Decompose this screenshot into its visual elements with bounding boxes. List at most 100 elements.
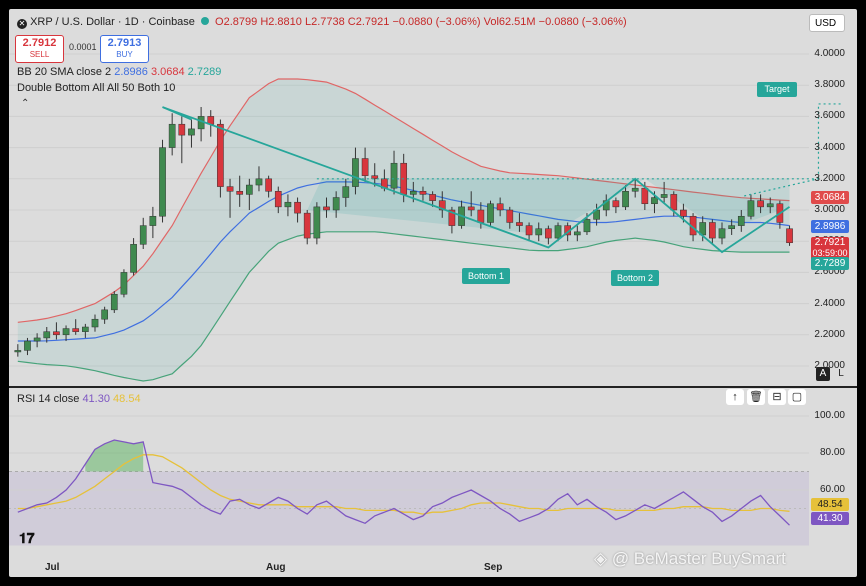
price-axis-label: 3.8000: [814, 79, 845, 91]
bb-legend[interactable]: BB 20 SMA close 2 2.8986 3.0684 2.7289: [17, 66, 221, 78]
rsi-line: [17, 439, 790, 526]
symbol-title[interactable]: XRP / U.S. Dollar · 1D · Coinbase: [30, 16, 195, 28]
rsi-axis-label: 100.00: [814, 410, 845, 421]
candle: [33, 333, 41, 348]
candle: [217, 119, 224, 198]
candle: [303, 210, 311, 245]
bb-upper-value: 3.0684: [150, 66, 185, 78]
price-axis-label: 2.4000: [814, 297, 845, 309]
candle: [72, 319, 80, 335]
candle-body: [467, 206, 475, 211]
candle: [294, 197, 301, 223]
pane-minimize-icon[interactable]: ⊟: [768, 389, 786, 405]
candle: [62, 325, 70, 342]
pattern-label: Double Bottom All All 50 Both 10: [17, 82, 176, 94]
rsi-label: RSI 14 close: [17, 393, 80, 405]
candle-body: [419, 191, 427, 195]
move-pane-up-icon[interactable]: ↑: [726, 389, 744, 405]
price-chart[interactable]: [9, 9, 857, 387]
candle-body: [496, 203, 504, 211]
bb-upper-line: [17, 78, 790, 323]
price-axis-label: 3.6000: [814, 110, 845, 122]
price-axis-label: 2.2000: [814, 328, 845, 340]
candle-body: [91, 318, 99, 328]
double-bottom-line: [162, 106, 791, 254]
candle-body: [438, 200, 446, 211]
candle-body: [110, 293, 118, 311]
candle-body: [120, 272, 128, 295]
candle-body: [545, 228, 552, 239]
bottom1-label[interactable]: Bottom 1: [462, 268, 510, 284]
symbol-icon: ✕: [17, 19, 27, 29]
candle: [342, 178, 350, 207]
candle: [361, 147, 369, 182]
candle-body: [390, 162, 398, 189]
candle-body: [62, 328, 70, 336]
log-scale-button[interactable]: L: [838, 368, 844, 379]
bb-lower-line: [17, 231, 790, 382]
candle-body: [680, 209, 687, 217]
target-label[interactable]: Target: [757, 82, 797, 97]
price-axis-label: 2.0000: [814, 360, 845, 371]
candle-body: [448, 209, 456, 226]
pane-divider[interactable]: [9, 386, 857, 388]
pattern-legend[interactable]: Double Bottom All All 50 Both 10: [17, 82, 175, 94]
candle: [709, 219, 716, 245]
candle-body: [313, 206, 321, 239]
auto-scale-button[interactable]: A: [816, 367, 830, 381]
bottom2-label[interactable]: Bottom 2: [611, 270, 659, 286]
currency-select[interactable]: USD: [809, 14, 845, 32]
rsi-axis-label: 80.00: [819, 447, 845, 458]
candle: [419, 186, 427, 201]
price-axis-label: 3.4000: [814, 141, 845, 153]
candle-body: [255, 178, 263, 186]
candle-body: [583, 219, 591, 233]
candle: [236, 175, 244, 207]
ohlc-high: H2.8810: [260, 16, 302, 28]
candle: [448, 206, 456, 234]
volume-change: −0.0880 (−3.06%): [538, 16, 627, 28]
sell-button[interactable]: 2.7912 SELL: [15, 35, 64, 63]
bb-basis-value: 2.8986: [114, 66, 148, 78]
rsi-ma-value: 48.54: [113, 393, 141, 405]
buy-button[interactable]: 2.7913 BUY: [100, 35, 149, 63]
candle: [786, 225, 793, 246]
candle: [660, 181, 668, 204]
pane-maximize-icon[interactable]: ▢: [788, 389, 806, 405]
candle-body: [670, 194, 678, 211]
candle-body: [786, 228, 793, 244]
rsi-legend[interactable]: RSI 14 close 41.30 48.54: [17, 393, 141, 405]
bb-lower-value: 2.7289: [187, 66, 222, 78]
candle: [487, 200, 494, 226]
collapse-chevron-icon[interactable]: ⌃: [21, 98, 30, 109]
candle: [631, 178, 639, 198]
candle: [91, 314, 99, 332]
candle-body: [535, 228, 543, 236]
candle: [506, 206, 514, 229]
candle: [525, 222, 533, 242]
candle: [130, 238, 137, 276]
rsi-chart[interactable]: [9, 389, 857, 559]
ohlc-close: C2.7921: [347, 16, 390, 28]
candle-body: [506, 209, 514, 223]
candle: [332, 191, 340, 218]
rsi-value-tag: 41.30: [811, 512, 849, 525]
candle: [110, 291, 118, 313]
candle-body: [168, 123, 176, 148]
candle-body: [159, 147, 166, 217]
pattern-area-fill: [307, 178, 790, 235]
candle: [718, 222, 726, 245]
candle: [82, 323, 89, 338]
tradingview-logo-icon[interactable]: 𝟏𝟕: [19, 530, 35, 546]
candle-body: [149, 215, 157, 226]
candle-body: [284, 201, 292, 208]
candle-body: [352, 158, 359, 187]
chart-window: ✕ XRP / U.S. Dollar · 1D · Coinbase O2.8…: [9, 9, 857, 577]
delete-pane-icon[interactable]: 🗑: [747, 389, 765, 405]
candle-body: [429, 194, 436, 201]
candle-body: [361, 158, 369, 176]
candle-body: [660, 194, 668, 198]
candle: [757, 194, 764, 214]
candle: [496, 197, 504, 217]
bb-band-fill: [17, 79, 790, 381]
